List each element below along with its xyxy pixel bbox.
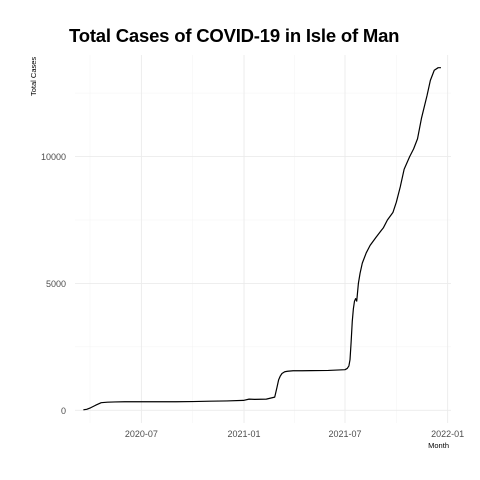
- x-tick-label: 2020-07: [125, 429, 158, 439]
- y-tick-label: 10000: [41, 152, 66, 162]
- chart-title: Total Cases of COVID-19 in Isle of Man: [69, 25, 400, 46]
- y-tick-label: 5000: [46, 279, 66, 289]
- minor-gridlines: [75, 55, 451, 423]
- y-tick-labels: 0 5000 10000: [41, 152, 66, 416]
- series-line: [83, 67, 441, 411]
- y-axis-title: Total Cases: [29, 57, 38, 96]
- y-tick-label: 0: [61, 406, 66, 416]
- major-gridlines: [75, 55, 451, 423]
- x-tick-labels: 2020-07 2021-01 2021-07 2022-01: [125, 429, 464, 439]
- series-layer: [83, 67, 441, 411]
- x-tick-label: 2021-07: [328, 429, 361, 439]
- x-tick-label: 2021-01: [228, 429, 261, 439]
- x-axis-title: Month: [428, 441, 449, 450]
- x-tick-label: 2022-01: [431, 429, 464, 439]
